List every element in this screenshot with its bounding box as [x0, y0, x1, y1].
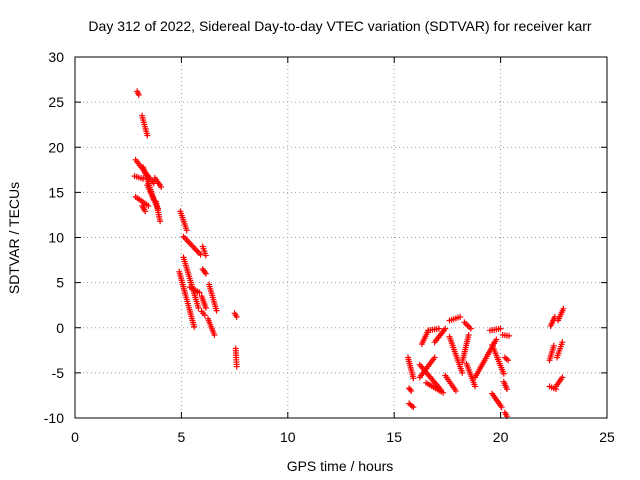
data-point [196, 289, 203, 296]
data-point [158, 183, 165, 190]
data-point [408, 387, 415, 394]
y-axis-label: SDTVAR / TECUs [6, 182, 22, 294]
y-tick-label: 10 [48, 230, 64, 246]
data-point [410, 404, 417, 411]
data-point [183, 227, 190, 234]
data-point [233, 363, 240, 370]
data-point [202, 252, 209, 259]
data-point [467, 325, 474, 332]
data-point [465, 331, 472, 338]
grid-lines [75, 57, 607, 418]
data-point [559, 339, 566, 346]
data-point [550, 342, 557, 349]
data-point [202, 304, 209, 311]
x-tick-label: 25 [599, 429, 615, 445]
data-point [145, 202, 152, 209]
y-tick-label: -10 [44, 410, 64, 426]
data-point [431, 354, 438, 361]
data-point [442, 325, 449, 332]
data-point [503, 386, 510, 393]
y-tick-label: 15 [48, 184, 64, 200]
data-point [505, 357, 512, 364]
data-point [213, 307, 220, 314]
data-point [498, 404, 505, 411]
data-points [131, 88, 567, 420]
x-axis-label: GPS time / hours [287, 458, 394, 474]
data-point [211, 331, 218, 338]
data-point [233, 313, 240, 320]
data-point [472, 383, 479, 390]
data-point [410, 375, 417, 382]
x-tick-labels: 0 5 10 15 20 25 [71, 429, 615, 445]
data-point [459, 369, 466, 376]
y-tick-label: -5 [52, 365, 65, 381]
data-point [197, 251, 204, 258]
y-tick-label: 5 [56, 275, 64, 291]
data-point [195, 304, 202, 311]
data-point [500, 370, 507, 377]
y-tick-label: 20 [48, 139, 64, 155]
data-point [457, 313, 464, 320]
data-point [559, 374, 566, 381]
y-tick-labels: -10 -5 0 5 10 15 20 25 30 [44, 49, 64, 426]
y-tick-label: 0 [56, 320, 64, 336]
data-point [506, 332, 513, 339]
x-tick-label: 10 [280, 429, 296, 445]
data-point [560, 305, 567, 312]
x-tick-label: 20 [493, 429, 509, 445]
data-point [191, 323, 198, 330]
chart-title: Day 312 of 2022, Sidereal Day-to-day VTE… [88, 18, 591, 34]
data-point [144, 132, 151, 139]
axis-ticks [74, 56, 608, 419]
data-point [493, 336, 500, 343]
y-tick-label: 30 [48, 49, 64, 65]
y-tick-label: 25 [48, 94, 64, 110]
data-point [201, 312, 208, 319]
data-point [407, 386, 414, 393]
data-point [440, 389, 447, 396]
data-point [135, 91, 142, 98]
data-point [452, 387, 459, 394]
data-point [142, 208, 149, 215]
data-point [435, 325, 442, 332]
data-point [497, 325, 504, 332]
x-tick-label: 15 [386, 429, 402, 445]
x-tick-label: 0 [71, 429, 79, 445]
data-point [157, 218, 164, 225]
data-point [202, 270, 209, 277]
x-tick-label: 5 [178, 429, 186, 445]
